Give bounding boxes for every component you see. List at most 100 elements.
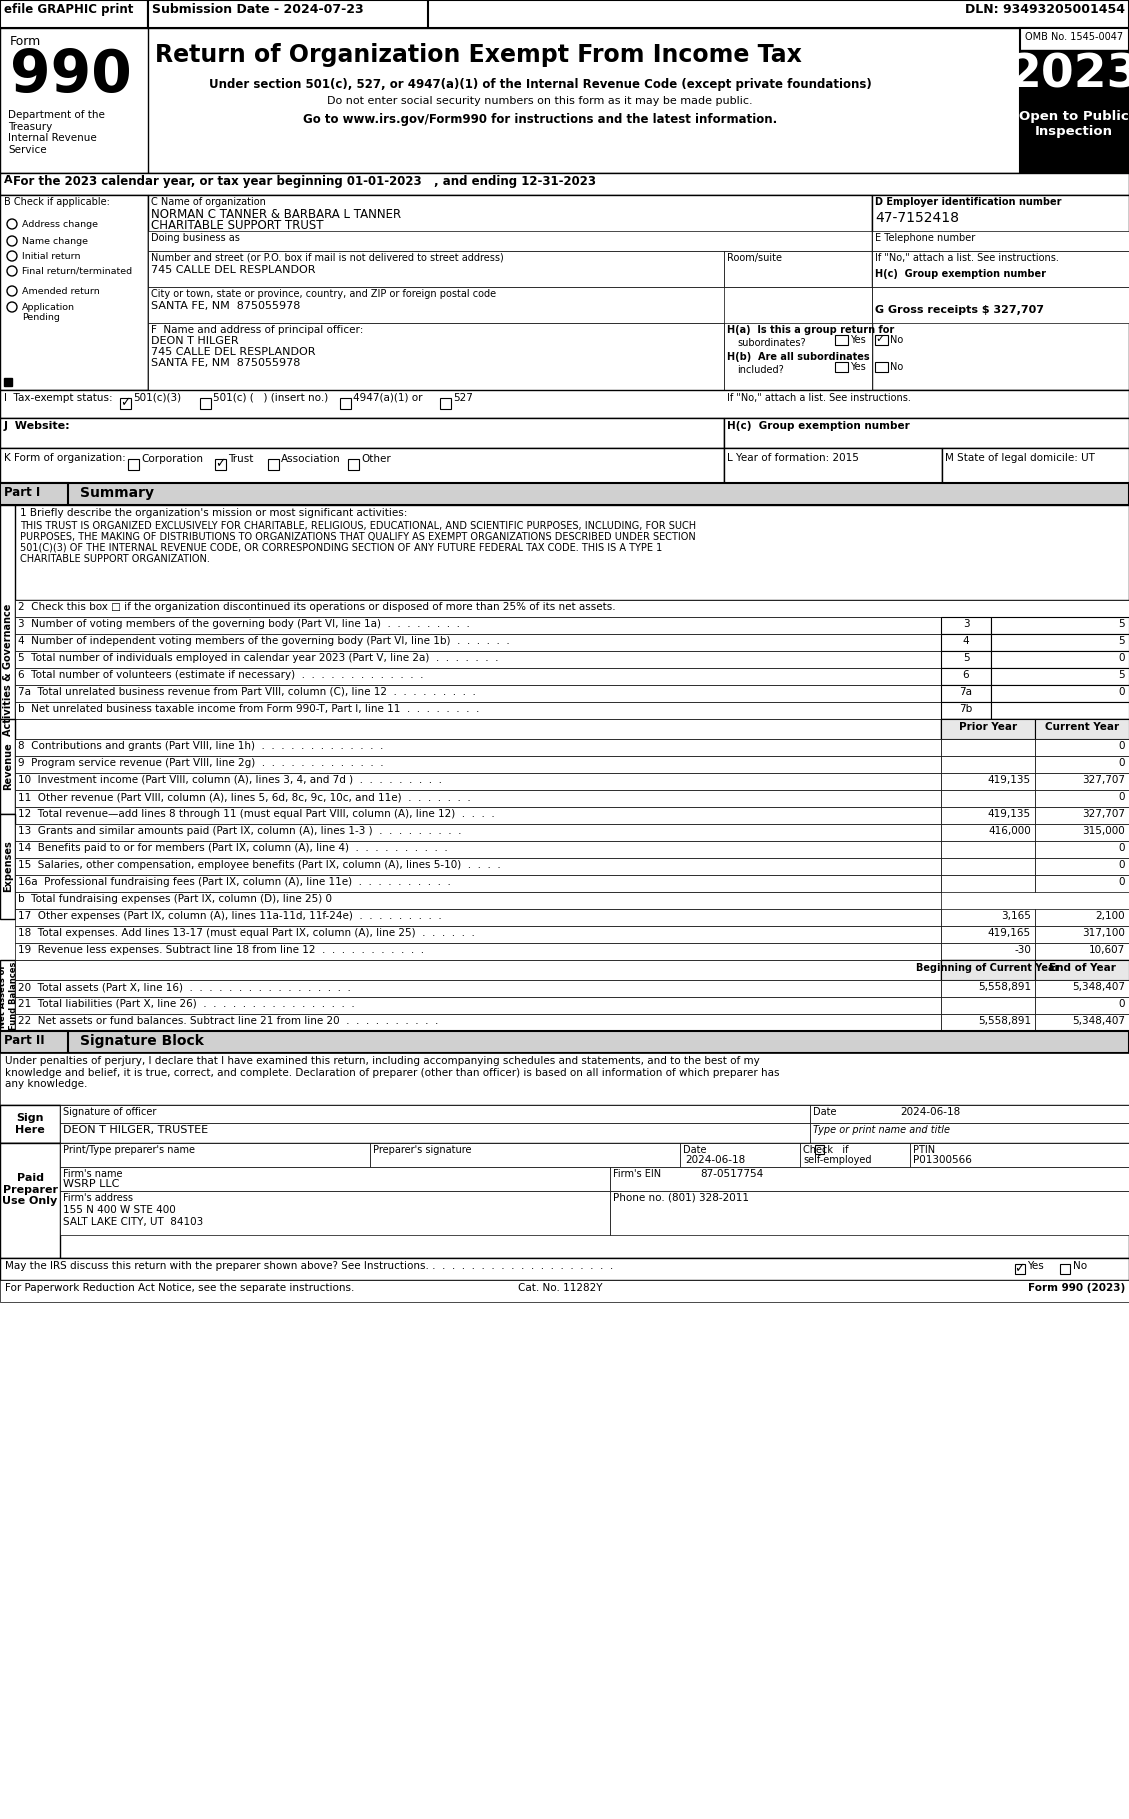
Text: subordinates?: subordinates? (737, 338, 806, 347)
Text: self-employed: self-employed (803, 1155, 872, 1164)
Bar (1035, 739, 1129, 757)
Bar (0, 1281, 1129, 1302)
Text: DLN: 93493205001454: DLN: 93493205001454 (965, 4, 1124, 16)
Bar (1035, 1013, 1129, 1031)
Bar (940, 960, 1035, 980)
Text: J  Website:: J Website: (5, 420, 71, 431)
Text: 4: 4 (963, 637, 970, 646)
Text: 5,558,891: 5,558,891 (978, 1017, 1031, 1026)
Text: Print/Type preparer's name: Print/Type preparer's name (63, 1144, 195, 1155)
Text: Yes: Yes (850, 362, 866, 373)
Text: 22  Net assets or fund balances. Subtract line 21 from line 20  .  .  .  .  .  .: 22 Net assets or fund balances. Subtract… (18, 1017, 438, 1026)
Bar (15, 719, 940, 739)
Text: 327,707: 327,707 (1082, 775, 1124, 786)
Bar (60, 1104, 809, 1122)
Bar (1015, 1264, 1025, 1273)
Text: ✓: ✓ (120, 397, 131, 409)
Bar (0, 1031, 1129, 1053)
Bar (15, 926, 940, 942)
Text: 317,100: 317,100 (1082, 928, 1124, 939)
Text: M State of legal domicile: UT: M State of legal domicile: UT (945, 453, 1095, 464)
Bar (940, 617, 991, 635)
Bar (15, 875, 940, 891)
Bar (15, 635, 1129, 651)
Bar (940, 859, 1035, 875)
Bar (940, 997, 1035, 1013)
Text: 6  Total number of volunteers (estimate if necessary)  .  .  .  .  .  .  .  .  .: 6 Total number of volunteers (estimate i… (18, 669, 423, 680)
Bar (15, 808, 940, 824)
Text: Date: Date (683, 1144, 707, 1155)
Text: Amended return: Amended return (21, 287, 99, 296)
Bar (15, 617, 1129, 635)
Text: Firm's address: Firm's address (63, 1193, 133, 1202)
Bar (0, 27, 148, 173)
Text: 745 CALLE DEL RESPLANDOR: 745 CALLE DEL RESPLANDOR (151, 347, 315, 357)
Text: H(c)  Group exemption number: H(c) Group exemption number (875, 269, 1045, 278)
Bar (940, 980, 1035, 997)
Text: I  Tax-exempt status:: I Tax-exempt status: (5, 393, 113, 404)
Text: Phone no. (801) 328-2011: Phone no. (801) 328-2011 (613, 1193, 749, 1202)
Text: For the 2023 calendar year, or tax year beginning 01-01-2023   , and ending 12-3: For the 2023 calendar year, or tax year … (14, 175, 596, 187)
Text: b  Net unrelated business taxable income from Form 990-T, Part I, line 11  .  . : b Net unrelated business taxable income … (18, 704, 480, 715)
Bar (1019, 49, 1129, 106)
Bar (0, 960, 15, 1031)
Text: 4947(a)(1) or: 4947(a)(1) or (353, 393, 422, 404)
Text: Name change: Name change (21, 236, 88, 246)
Bar (0, 418, 724, 447)
Bar (940, 824, 1035, 840)
Bar (0, 173, 1129, 195)
Text: E Telephone number: E Telephone number (875, 233, 975, 244)
Text: Yes: Yes (850, 335, 866, 346)
Bar (1035, 960, 1129, 980)
Text: 745 CALLE DEL RESPLANDOR: 745 CALLE DEL RESPLANDOR (151, 266, 315, 275)
Text: 5: 5 (1119, 669, 1124, 680)
Bar (15, 910, 940, 926)
Text: 7a: 7a (960, 688, 972, 697)
Text: G Gross receipts $ 327,707: G Gross receipts $ 327,707 (875, 306, 1044, 315)
Bar (15, 651, 1129, 668)
Bar (940, 719, 1129, 739)
Text: 327,707: 327,707 (1082, 809, 1124, 819)
Bar (148, 195, 872, 389)
Text: 5  Total number of individuals employed in calendar year 2023 (Part V, line 2a) : 5 Total number of individuals employed i… (18, 653, 499, 662)
Bar (800, 1142, 910, 1168)
Text: Under section 501(c), 527, or 4947(a)(1) of the Internal Revenue Code (except pr: Under section 501(c), 527, or 4947(a)(1)… (209, 78, 872, 91)
Text: Sign
Here: Sign Here (15, 1113, 45, 1135)
Bar (872, 231, 1129, 251)
Bar (15, 942, 940, 960)
Bar (60, 1122, 809, 1142)
Bar (0, 0, 1129, 27)
Bar (15, 668, 1129, 686)
Bar (940, 651, 991, 668)
Bar (724, 418, 1129, 447)
Text: efile GRAPHIC print: efile GRAPHIC print (5, 4, 133, 16)
Bar (815, 1144, 824, 1153)
Text: 0: 0 (1119, 877, 1124, 888)
Bar (15, 773, 940, 789)
Bar (120, 398, 131, 409)
Bar (15, 739, 940, 757)
Text: Activities & Governance: Activities & Governance (3, 604, 14, 737)
Text: May the IRS discuss this return with the preparer shown above? See Instructions.: May the IRS discuss this return with the… (5, 1261, 613, 1271)
Bar (15, 891, 940, 910)
Bar (1035, 926, 1129, 942)
Text: Return of Organization Exempt From Income Tax: Return of Organization Exempt From Incom… (155, 44, 802, 67)
Text: Number and street (or P.O. box if mail is not delivered to street address): Number and street (or P.O. box if mail i… (151, 253, 504, 264)
Text: Association: Association (281, 455, 341, 464)
Bar (15, 840, 940, 859)
Bar (1019, 27, 1129, 173)
Text: 5: 5 (963, 653, 970, 662)
Text: Cat. No. 11282Y: Cat. No. 11282Y (518, 1282, 602, 1293)
Text: SANTA FE, NM  875055978: SANTA FE, NM 875055978 (151, 358, 300, 367)
Text: B Check if applicable:: B Check if applicable: (5, 196, 110, 207)
Text: 501(c) (   ) (insert no.): 501(c) ( ) (insert no.) (213, 393, 329, 404)
Bar (724, 251, 872, 287)
Text: PTIN: PTIN (913, 1144, 935, 1155)
Text: Department of the
Treasury
Internal Revenue
Service: Department of the Treasury Internal Reve… (8, 109, 105, 155)
Bar (872, 251, 1129, 287)
Text: Go to www.irs.gov/Form990 for instructions and the latest information.: Go to www.irs.gov/Form990 for instructio… (303, 113, 777, 126)
Text: Net Assets or
Fund Balances: Net Assets or Fund Balances (0, 962, 18, 1030)
Text: L Year of formation: 2015: L Year of formation: 2015 (727, 453, 859, 464)
Bar (940, 719, 1035, 739)
Text: 17  Other expenses (Part IX, column (A), lines 11a-11d, 11f-24e)  .  .  .  .  . : 17 Other expenses (Part IX, column (A), … (18, 911, 441, 920)
